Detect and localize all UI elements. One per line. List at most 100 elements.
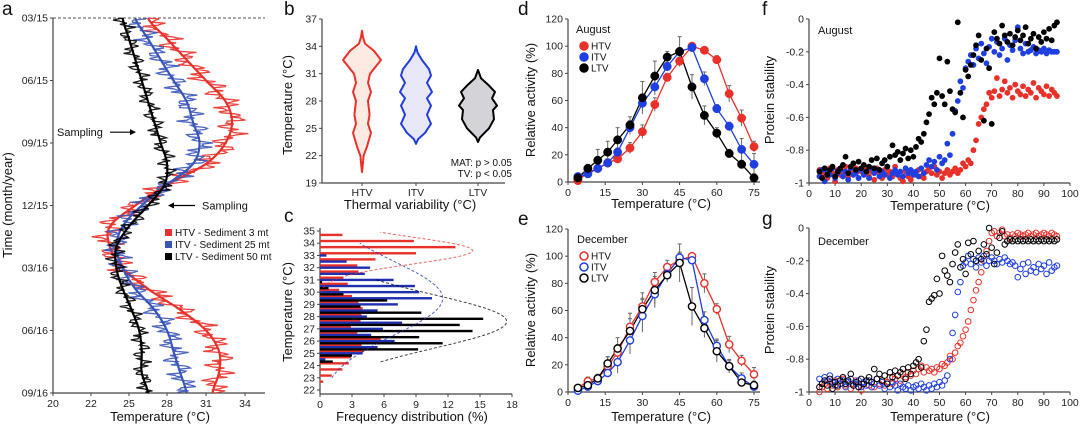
g-point-itv <box>957 278 964 286</box>
e-point-ltv <box>593 374 603 383</box>
g-point-itv <box>954 288 962 296</box>
a-x-tick-label: 34 <box>239 398 251 410</box>
f-point-ltv <box>824 171 831 178</box>
d-point-ltv <box>637 93 647 103</box>
e-x-tick-label: 75 <box>748 397 760 409</box>
f-point-ltv <box>1030 30 1037 37</box>
c-bar-htv <box>320 288 340 292</box>
f-point-itv <box>931 158 938 165</box>
f-x-tick-label: 0 <box>806 188 812 200</box>
c-bar-htv <box>320 239 414 243</box>
f-point-htv <box>994 75 1000 81</box>
d-y-tick-label: 20 <box>551 149 563 161</box>
g-x-tick-label: 20 <box>855 397 867 409</box>
d-legend-label: LTV <box>591 64 609 75</box>
f-point-ltv <box>853 166 859 173</box>
f-point-ltv <box>973 42 979 49</box>
a-y-tick-label: 09/15 <box>22 138 48 150</box>
e-point-htv <box>737 356 746 366</box>
c-y-tick-label: 30 <box>303 287 315 299</box>
f-point-itv <box>996 52 1003 58</box>
f-point-itv <box>933 166 940 173</box>
c-bar-htv <box>320 264 358 267</box>
panel-b: 19 22 25 28 31 34 37 HTV ITV LTV <box>305 14 505 199</box>
f-point-itv <box>900 173 906 180</box>
f-point-itv <box>876 173 883 180</box>
d-y-tick-label: 100 <box>545 41 563 53</box>
c-x-tick-label: 18 <box>506 399 518 411</box>
f-point-ltv <box>957 89 964 96</box>
c-bar-itv <box>320 345 378 349</box>
f-point-ltv <box>1035 34 1042 40</box>
e-point-itv <box>687 255 697 265</box>
c-y-tick-label: 25 <box>303 348 315 360</box>
e-point-ltv <box>603 359 612 368</box>
f-point-ltv <box>829 163 836 170</box>
b-violin-htv <box>342 29 382 174</box>
g-y-axis-title: Protein stability <box>762 265 777 354</box>
g-point-itv <box>1032 268 1040 276</box>
e-point-ltv <box>724 361 734 371</box>
f-point-itv <box>988 35 995 42</box>
f-point-itv <box>978 40 985 47</box>
panel-label-a: a <box>2 0 13 20</box>
g-point-itv <box>983 262 990 270</box>
f-point-ltv <box>960 114 966 121</box>
f-point-htv <box>975 121 982 127</box>
b-y-axis-title: Temperature (°C) <box>280 55 295 155</box>
f-point-ltv <box>897 157 904 163</box>
f-point-ltv <box>894 148 901 155</box>
f-x-tick-label: 80 <box>1012 188 1024 200</box>
e-point-htv <box>712 304 722 314</box>
d-point-ltv <box>699 110 709 120</box>
f-point-ltv <box>889 142 896 149</box>
b-stat-mat: MAT: p > 0.05 <box>451 158 513 169</box>
c-bar-itv <box>320 297 432 300</box>
f-point-ltv <box>1043 35 1050 42</box>
f-point-ltv <box>905 155 912 162</box>
e-y-tick-label: 20 <box>551 359 563 371</box>
g-point-ltv <box>902 375 909 383</box>
f-x-tick-label: 40 <box>908 188 920 200</box>
e-legend-marker <box>579 251 589 261</box>
g-point-itv <box>972 264 980 271</box>
b-x-tick-label: ITV <box>408 187 424 199</box>
a-legend-label: HTV - Sediment 3 mt <box>175 228 269 239</box>
d-y-axis-title: Relative activity (%) <box>523 43 538 157</box>
c-x-tick-label: 12 <box>442 399 454 411</box>
a-x-tick-label: 31 <box>200 398 212 410</box>
c-bar-htv <box>320 307 363 310</box>
d-x-tick-label: 45 <box>674 187 686 199</box>
f-point-ltv <box>986 65 992 72</box>
f-point-ltv <box>1048 37 1055 44</box>
f-point-htv <box>952 165 959 172</box>
f-point-htv <box>957 166 964 173</box>
f-point-htv <box>871 176 878 183</box>
f-point-ltv <box>936 55 943 62</box>
f-point-itv <box>1020 50 1026 57</box>
c-bar-ltv <box>320 342 443 345</box>
f-point-ltv <box>876 166 883 173</box>
panel-label-d: d <box>518 0 529 20</box>
f-point-htv <box>1007 84 1013 91</box>
e-x-tick-label: 45 <box>674 397 686 409</box>
f-point-htv <box>1009 94 1016 101</box>
g-point-ltv <box>865 373 873 381</box>
f-y-tick-label: -1 <box>795 178 804 190</box>
g-point-itv <box>1011 262 1019 270</box>
f-point-htv <box>1041 91 1047 98</box>
panel-a: 20 22 25 28 31 34 03/15 06/15 09/15 12/15 03/16 06/… <box>22 13 272 411</box>
g-point-itv <box>894 387 902 394</box>
f-y-tick-label: 0 <box>798 14 804 26</box>
d-x-tick-label: 75 <box>748 187 760 199</box>
f-point-ltv <box>967 62 974 68</box>
d-point-ltv <box>662 52 672 62</box>
c-bar-ltv <box>320 287 329 290</box>
g-point-ltv <box>985 224 993 232</box>
e-point-ltv <box>573 383 583 393</box>
f-point-ltv <box>821 165 828 172</box>
d-point-itv <box>613 147 623 157</box>
d-legend-marker <box>579 63 589 73</box>
f-point-htv <box>988 94 995 101</box>
